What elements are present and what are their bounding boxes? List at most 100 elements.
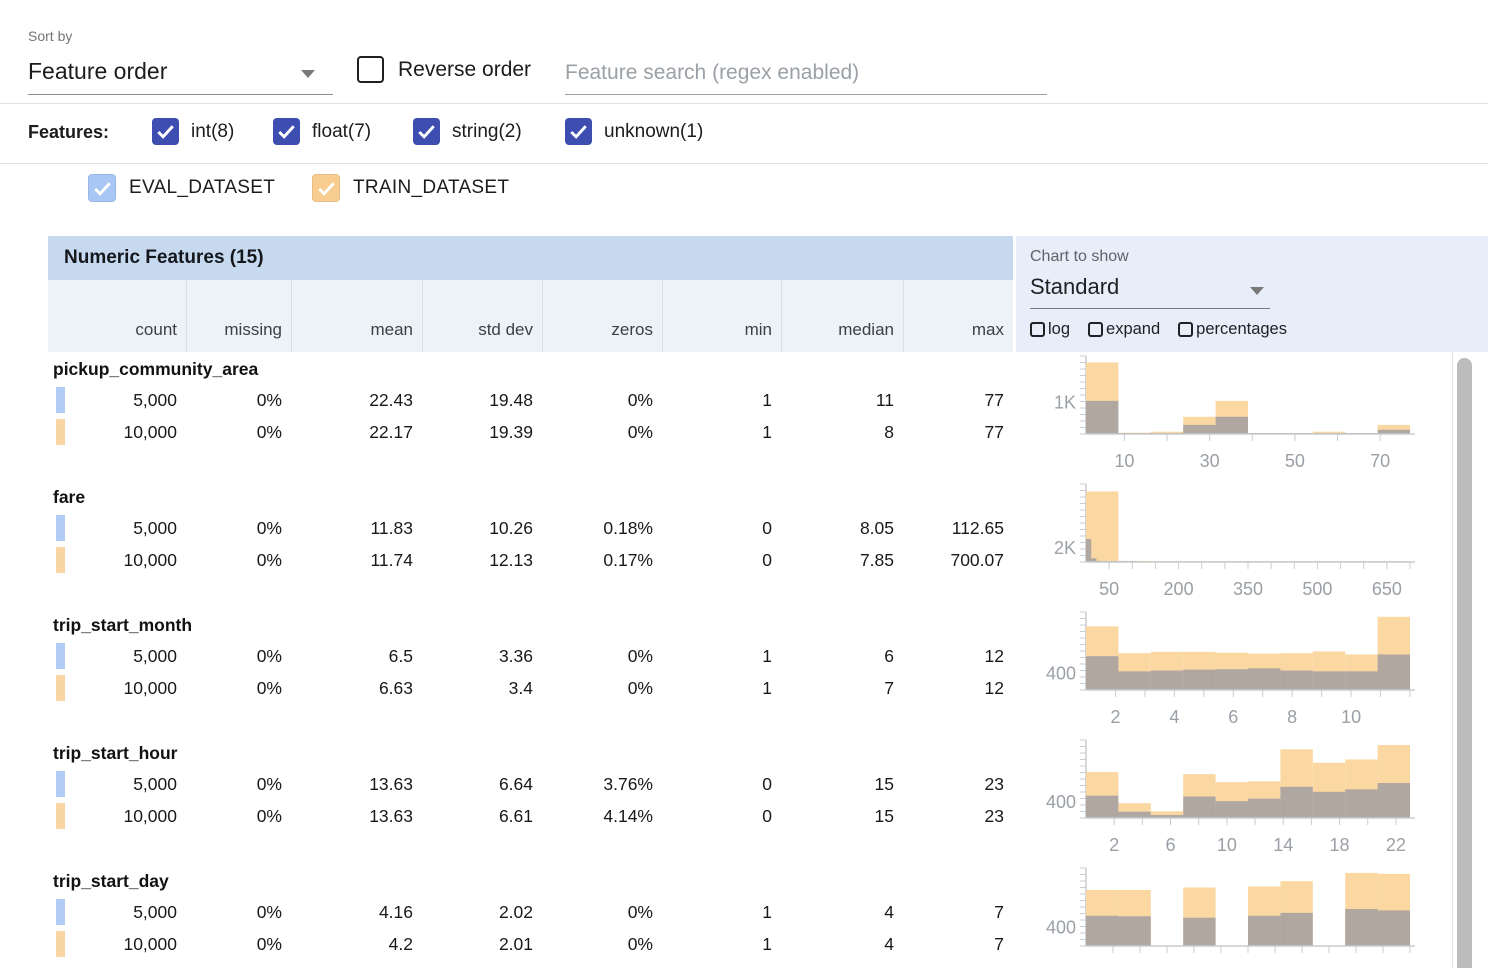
- feature-type-label: unknown(1): [604, 120, 704, 142]
- stat-cell: 0%: [256, 550, 282, 570]
- feature-block: trip_start_hour 5,000 0% 13.63 6.64 3.76% 0 15 2…: [48, 736, 1013, 864]
- divider: [0, 103, 1488, 104]
- feature-block: pickup_community_area 5,000 0% 22.43 19.48 0%…: [48, 352, 1013, 480]
- chart-type-select[interactable]: Standard: [1030, 274, 1270, 309]
- sort-by-select[interactable]: Feature order: [28, 56, 333, 95]
- feature-stats-row: 5,000 0% 11.83 10.26 0.18% 0 8.05 112.65: [48, 512, 1013, 544]
- checkbox-checked-icon[interactable]: [565, 118, 592, 145]
- stat-cell: 7: [994, 934, 1004, 954]
- sort-by-caption: Sort by: [28, 28, 73, 44]
- stat-cell: 13.63: [369, 774, 413, 794]
- stat-cell: 0%: [627, 902, 653, 922]
- x-tick-label: 2: [1110, 707, 1120, 727]
- dataset-swatch: [56, 643, 65, 669]
- y-axis-label: 2K: [1054, 538, 1076, 558]
- check-icon: [570, 125, 587, 139]
- stat-cell: 0%: [256, 422, 282, 442]
- checkbox-unchecked-icon[interactable]: [1178, 322, 1194, 337]
- dataset-swatch: [56, 771, 65, 797]
- chevron-down-icon: [301, 70, 315, 78]
- table-title: Numeric Features (15): [48, 236, 1013, 280]
- checkbox-checked-icon[interactable]: [413, 118, 440, 145]
- column-header: std dev: [422, 280, 542, 352]
- x-tick-label: 200: [1164, 579, 1194, 599]
- histogram-trip_start_month: 2 4 6 8 10 400: [1046, 611, 1415, 727]
- feature-block: trip_start_month 5,000 0% 6.5 3.36 0% 1 6 12 10,0…: [48, 608, 1013, 736]
- stat-cell: 0: [762, 806, 772, 826]
- chart-option-label: log: [1048, 320, 1071, 338]
- x-tick-label: 50: [1285, 451, 1305, 471]
- x-tick-label: 30: [1200, 451, 1220, 471]
- stat-cell: 19.48: [489, 390, 533, 410]
- stat-cell: 0: [762, 518, 772, 538]
- stat-cell: 0%: [627, 934, 653, 954]
- histogram-trip_start_hour: 2 6 10 14 18 22 400: [1046, 739, 1415, 855]
- feature-type-filter[interactable]: int(8): [152, 118, 234, 145]
- column-header: count: [135, 320, 177, 339]
- y-axis-label: 1K: [1054, 393, 1076, 413]
- sort-by-value: Feature order: [28, 58, 168, 84]
- column-header: missing: [186, 280, 291, 352]
- x-tick-label: 10: [1341, 707, 1361, 727]
- dataset-toggle[interactable]: TRAIN_DATASET: [312, 174, 509, 202]
- stat-cell: 10,000: [123, 678, 177, 698]
- checkbox-checked-icon[interactable]: [152, 118, 179, 145]
- feature-block: trip_start_day 5,000 0% 4.16 2.02 0% 1 4 7 10,000…: [48, 864, 1013, 968]
- feature-stats-row: 10,000 0% 6.63 3.4 0% 1 7 12: [48, 672, 1013, 704]
- column-header: mean: [291, 280, 422, 352]
- stat-cell: 0%: [256, 646, 282, 666]
- dataset-swatch: [56, 547, 65, 573]
- checkbox-unchecked-icon[interactable]: [1030, 322, 1045, 337]
- stat-cell: 77: [984, 422, 1004, 442]
- stat-cell: 1: [762, 422, 772, 442]
- stat-cell: 77: [984, 390, 1004, 410]
- feature-type-filter[interactable]: string(2): [413, 118, 522, 145]
- stat-cell: 12: [984, 646, 1004, 666]
- checkbox-unchecked-icon[interactable]: [1088, 322, 1104, 337]
- stat-cell: 22.17: [369, 422, 413, 442]
- stat-cell: 10,000: [123, 550, 177, 570]
- feature-type-label: float(7): [312, 120, 372, 142]
- x-tick-label: 2: [1109, 835, 1119, 855]
- vertical-scrollbar-thumb[interactable]: [1457, 358, 1472, 968]
- table-column-headers: count missing mean std dev zeros min median max: [48, 280, 1013, 352]
- feature-type-filter[interactable]: unknown(1): [565, 118, 703, 145]
- x-tick-label: 10: [1114, 451, 1134, 471]
- stat-cell: 0%: [256, 678, 282, 698]
- stat-cell: 15: [874, 806, 894, 826]
- dataset-swatch: [56, 931, 65, 957]
- stat-cell: 7: [994, 902, 1004, 922]
- stat-cell: 22.43: [369, 390, 413, 410]
- stat-cell: 112.65: [951, 518, 1004, 538]
- check-icon: [318, 182, 335, 196]
- dataset-swatch: [56, 515, 65, 541]
- numeric-features-table: Numeric Features (15) count missing mean st…: [48, 236, 1013, 968]
- feature-name: pickup_community_area: [53, 359, 259, 379]
- stat-cell: 0: [762, 774, 772, 794]
- histogram-trip_start_day: 400: [1046, 867, 1415, 953]
- feature-stats-row: 5,000 0% 22.43 19.48 0% 1 11 77: [48, 384, 1013, 416]
- checkbox-checked-icon[interactable]: [273, 118, 300, 145]
- histogram-fare: 50 200 350 500 650 2K: [1054, 483, 1415, 599]
- stat-cell: 2.01: [498, 934, 533, 954]
- reverse-order-checkbox[interactable]: [357, 56, 384, 83]
- stat-cell: 0: [762, 550, 772, 570]
- feature-search-input[interactable]: [565, 52, 1047, 95]
- stat-cell: 11: [875, 390, 894, 410]
- dataset-swatch: [56, 803, 65, 829]
- check-icon: [278, 125, 295, 139]
- stat-cell: 0.17%: [603, 550, 653, 570]
- x-tick-label: 4: [1169, 707, 1179, 727]
- stat-cell: 1: [762, 902, 772, 922]
- stat-cell: 5,000: [133, 390, 177, 410]
- checkbox-checked-icon[interactable]: [312, 174, 340, 202]
- dataset-toggle[interactable]: EVAL_DATASET: [88, 174, 275, 202]
- feature-type-filter[interactable]: float(7): [273, 118, 371, 145]
- dataset-name: TRAIN_DATASET: [353, 177, 510, 198]
- stat-cell: 0%: [627, 678, 653, 698]
- stat-cell: 4.2: [388, 934, 413, 954]
- stat-cell: 6: [884, 646, 894, 666]
- stat-cell: 0%: [256, 518, 282, 538]
- checkbox-checked-icon[interactable]: [88, 174, 116, 202]
- x-tick-label: 650: [1372, 579, 1402, 599]
